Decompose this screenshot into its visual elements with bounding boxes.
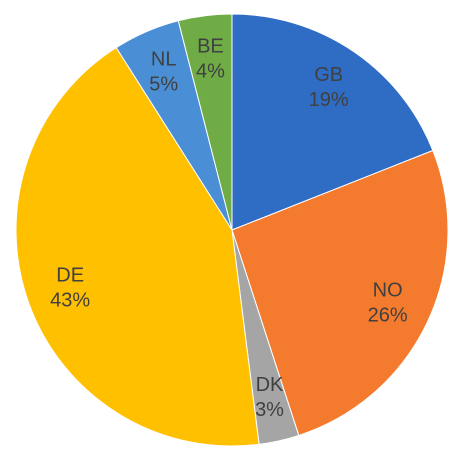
value-label: 5% bbox=[149, 73, 178, 95]
value-label: 19% bbox=[309, 89, 349, 111]
value-label: 43% bbox=[50, 290, 90, 312]
pie-slice bbox=[177, 13, 233, 231]
slice-label: DK bbox=[256, 374, 284, 396]
pie-slice bbox=[231, 149, 449, 437]
value-label: 26% bbox=[368, 305, 408, 327]
slice-label: GB bbox=[314, 64, 343, 86]
slice-label: BE bbox=[197, 36, 224, 58]
pie-slice bbox=[15, 46, 260, 447]
value-label: 3% bbox=[255, 399, 284, 421]
value-label: 4% bbox=[196, 61, 225, 83]
slice-label: NO bbox=[373, 280, 403, 302]
slice-label: DE bbox=[56, 265, 84, 287]
pie-slice bbox=[231, 13, 434, 231]
slice-label: NL bbox=[151, 48, 177, 70]
